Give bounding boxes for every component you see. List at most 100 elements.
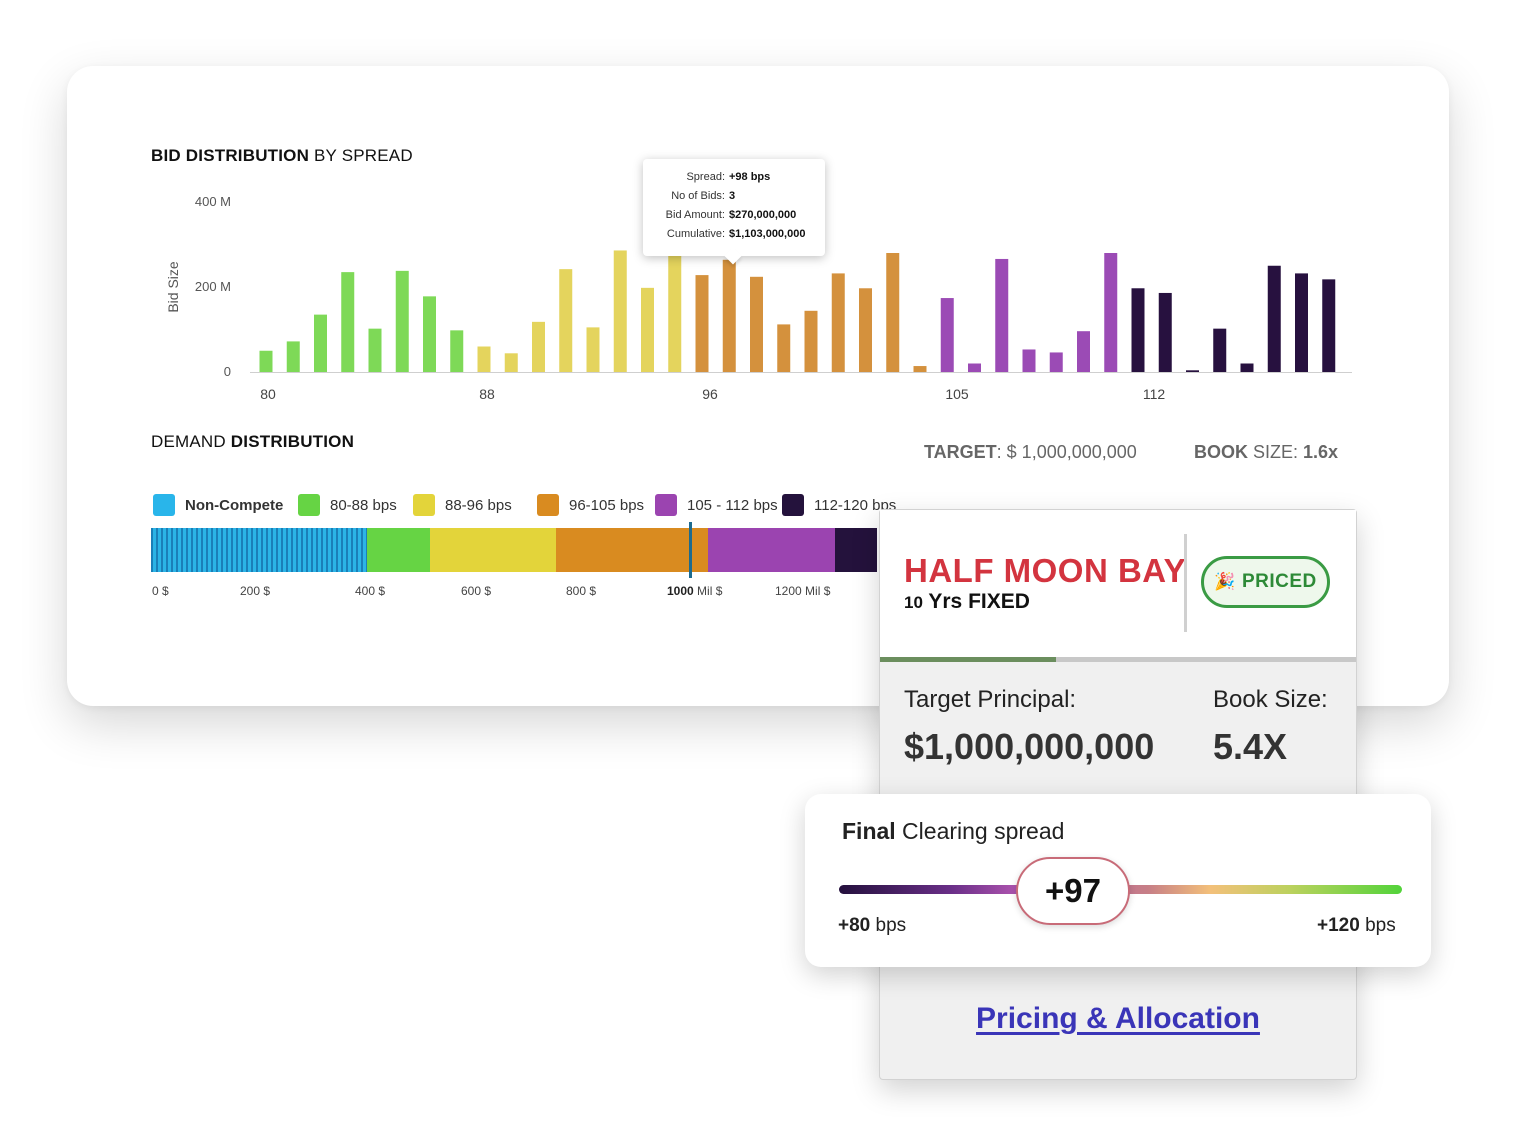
demand-distribution-title: DEMAND DISTRIBUTION	[151, 432, 355, 451]
tooltip-bids-value: 3	[729, 190, 736, 202]
demand-segment	[151, 528, 367, 572]
tooltip-cumulative-label: Cumulative:	[666, 228, 725, 240]
tooltip-spread-label: Spread:	[686, 171, 725, 183]
x-tick-label: 80	[260, 386, 276, 402]
deal-term: 10 Yrs FIXED	[904, 590, 1030, 613]
book-size-value: 5.4X	[1213, 726, 1288, 767]
legend-label: Non-Compete	[185, 496, 284, 514]
bar	[450, 330, 464, 372]
deal-header: HALF MOON BAY 10 Yrs FIXED 🎉 PRICED	[880, 510, 1356, 662]
legend-label: 96-105 bps	[569, 496, 645, 514]
legend-swatch	[298, 494, 320, 516]
clearing-spread-title: Final Clearing spread	[842, 818, 1065, 844]
legend-88-96[interactable]: 88-96 bps	[413, 493, 512, 517]
legend-swatch	[655, 494, 677, 516]
book-size-label: Book Size:	[1213, 686, 1328, 713]
status-label: PRICED	[1241, 571, 1317, 592]
bar	[477, 346, 491, 372]
bar	[341, 272, 355, 372]
bar	[259, 350, 273, 372]
bar	[1213, 328, 1227, 372]
bar	[1240, 363, 1254, 372]
x-tick-label: 88	[479, 386, 495, 402]
book-size-stat: BOOK SIZE: 1.6x	[1194, 442, 1339, 462]
clearing-spread-card: Final Clearing spread +97 +80 bps +120 b…	[805, 794, 1431, 967]
bar	[1131, 288, 1145, 372]
bar	[1049, 352, 1063, 372]
bar	[831, 273, 845, 372]
bar	[913, 366, 927, 372]
header-divider	[1184, 534, 1187, 632]
bar	[395, 270, 409, 372]
target-principal-value: $1,000,000,000	[904, 726, 1155, 767]
spread-min-label: +80 bps	[838, 915, 907, 936]
bar	[695, 275, 709, 372]
bid-distribution-title: BID DISTRIBUTION BY SPREAD	[151, 146, 413, 165]
legend-80-88[interactable]: 80-88 bps	[298, 493, 397, 517]
legend-96-105[interactable]: 96-105 bps	[537, 493, 644, 517]
bar	[995, 258, 1009, 372]
bar	[1322, 279, 1336, 372]
deal-progress-bar	[880, 657, 1356, 662]
legend-label: 112-120 bps	[814, 496, 897, 514]
legend-112-120[interactable]: 112-120 bps	[782, 493, 896, 517]
demand-axis-tick: 400 $	[355, 584, 386, 598]
bar	[668, 254, 682, 372]
demand-segment	[429, 528, 556, 572]
bar	[423, 296, 436, 372]
legend-105-112[interactable]: 105 - 112 bps	[655, 493, 778, 517]
bar	[641, 287, 654, 372]
party-popper-icon: 🎉	[1214, 572, 1236, 591]
tooltip-cumulative-value: $1,103,000,000	[729, 228, 806, 240]
bar	[968, 363, 981, 372]
bar	[1186, 370, 1199, 372]
demand-distribution-bar	[151, 522, 879, 578]
target-principal-label: Target Principal:	[904, 686, 1077, 713]
demand-axis-tick: 1200 Mil $	[775, 584, 831, 598]
bar	[750, 276, 763, 372]
bar	[368, 328, 382, 372]
pricing-allocation-link[interactable]: Pricing & Allocation	[976, 1002, 1260, 1035]
bar	[1022, 349, 1036, 372]
bar	[1158, 292, 1172, 372]
demand-axis-tick: 600 $	[461, 584, 492, 598]
legend-swatch	[153, 494, 175, 516]
bar-tooltip: Spread: +98 bps No of Bids: 3 Bid Amount: $…	[643, 159, 825, 265]
target-marker	[689, 522, 692, 578]
spread-max-label: +120 bps	[1317, 915, 1396, 936]
demand-segment	[555, 528, 709, 572]
deal-progress-fill	[880, 657, 1057, 662]
y-axis-label: Bid Size	[165, 261, 181, 313]
bar	[722, 259, 736, 372]
tooltip-spread-value: +98 bps	[729, 171, 771, 183]
y-tick-label: 0	[224, 364, 231, 379]
demand-axis-tick: 200 $	[240, 584, 271, 598]
bar	[504, 353, 518, 372]
bar	[286, 341, 300, 372]
spread-slider-thumb[interactable]: +97	[1016, 857, 1130, 925]
legend-non-compete[interactable]: Non-Compete	[153, 493, 283, 517]
legend-label: 105 - 112 bps	[687, 496, 778, 514]
legend-swatch	[413, 494, 435, 516]
bar	[859, 288, 872, 372]
legend-label: 80-88 bps	[330, 496, 397, 514]
bar	[613, 250, 627, 372]
x-tick-label: 96	[702, 386, 718, 402]
x-tick-label: 105	[945, 386, 969, 402]
demand-axis-tick: 1000 Mil $	[667, 584, 723, 598]
tooltip-amount-value: $270,000,000	[729, 209, 797, 221]
bar	[314, 314, 327, 372]
bar	[1267, 265, 1281, 372]
y-tick-label: 200 M	[195, 279, 231, 294]
demand-segment	[708, 528, 835, 572]
legend-swatch	[537, 494, 559, 516]
legend-swatch	[782, 494, 804, 516]
y-tick-label: 400 M	[195, 194, 231, 209]
bar	[1077, 331, 1090, 372]
bar	[532, 321, 545, 372]
demand-axis-tick: 800 $	[566, 584, 597, 598]
bar	[804, 310, 818, 372]
legend-label: 88-96 bps	[445, 496, 512, 514]
bar	[559, 269, 573, 372]
demand-axis-tick: 0 $	[152, 584, 169, 598]
